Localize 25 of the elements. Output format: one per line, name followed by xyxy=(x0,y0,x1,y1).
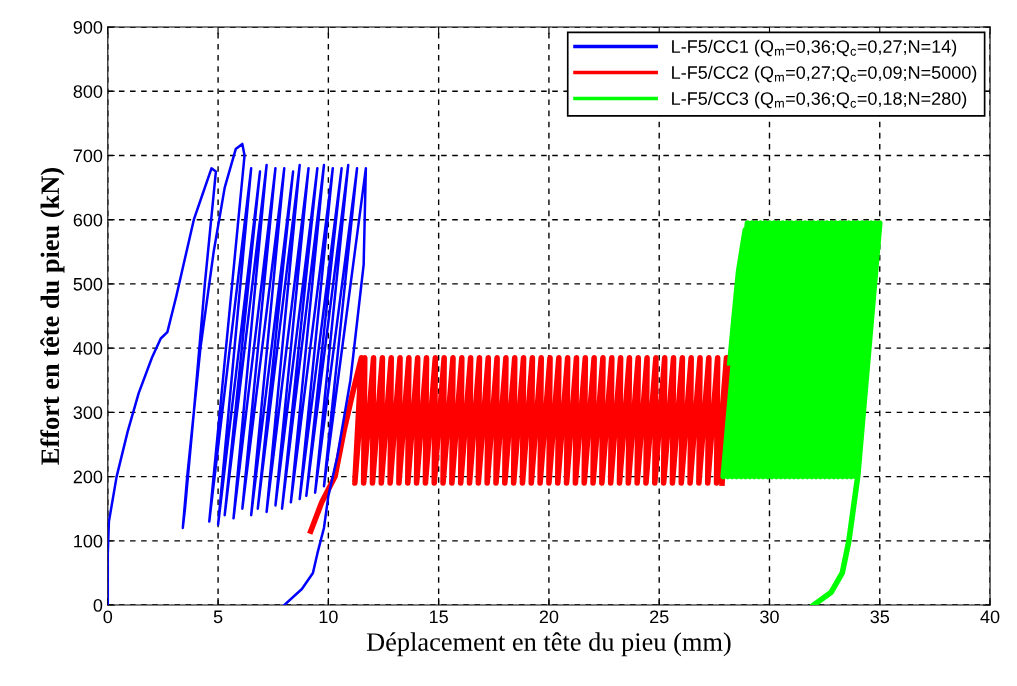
x-tick-label: 10 xyxy=(319,610,338,624)
line-series xyxy=(107,142,368,606)
x-tick-label: 30 xyxy=(760,610,779,624)
x-tick-label: 15 xyxy=(429,610,448,624)
x-tick-label: 40 xyxy=(980,610,1000,624)
y-axis-title: Effort en tête du pieu (kN) xyxy=(40,168,65,465)
x-tick-label: 0 xyxy=(103,610,113,624)
x-tick-label: 35 xyxy=(870,610,890,624)
y-tick-label: 200 xyxy=(73,470,103,484)
y-tick-label: 0 xyxy=(93,598,103,612)
x-tick-label: 20 xyxy=(539,610,559,624)
x-axis-title: Déplacement en tête du pieu (mm) xyxy=(366,632,731,657)
y-tick-label: 400 xyxy=(73,342,103,355)
legend-label: L-F5/CC1 (Q$_{m}$=0,36;Q$_{c}$=0,27;N=14) xyxy=(672,39,957,57)
y-tick-label: 500 xyxy=(73,277,103,291)
y-tick-label: 700 xyxy=(73,149,103,163)
y-tick-label: 100 xyxy=(74,534,103,548)
x-tick-label: 25 xyxy=(650,610,669,624)
x-tick-label: 5 xyxy=(213,610,223,624)
y-tick-label: 900 xyxy=(73,20,103,34)
y-tick-label: 600 xyxy=(73,213,103,227)
y-tick-label: 800 xyxy=(73,85,103,98)
legend-label: L-F5/CC2 (Q$_{m}$=0,27;Q$_{c}$=0,09;N=5000) xyxy=(672,65,977,83)
legend-label: L-F5/CC3 (Q$_{m}$=0,36;Q$_{c}$=0,18;N=280) xyxy=(672,91,967,109)
y-tick-label: 300 xyxy=(73,406,103,420)
